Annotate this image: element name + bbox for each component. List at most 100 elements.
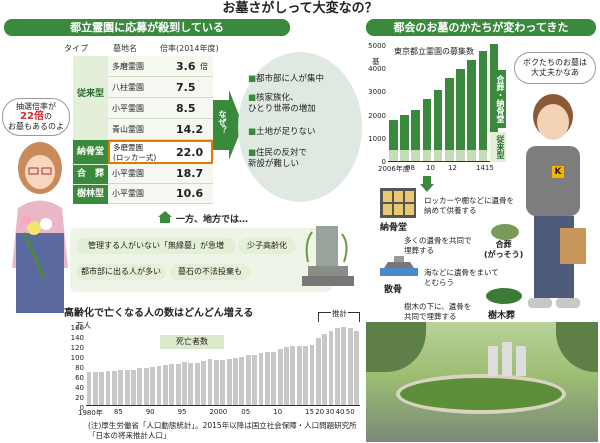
deaths-bar — [99, 372, 105, 405]
burial-type-desc: 多くの遺骨を共同で 埋葬する — [404, 236, 472, 255]
reason-item: ■土地が足りない — [248, 127, 316, 137]
cemetery-y-tick: 5000 — [368, 42, 386, 50]
cemetery-x-tick: 10 — [426, 164, 435, 172]
deaths-bar — [284, 346, 289, 405]
deaths-x-ticks: 1980年 85 90 95 2000 05 10 15 20 30 40 50 — [78, 408, 360, 418]
deaths-series-label: 死亡者数 — [160, 335, 224, 349]
deaths-x-tick: 85 — [113, 408, 123, 416]
table-row: 小平霊園 18.7 — [108, 164, 213, 184]
deaths-bar — [175, 364, 181, 405]
deaths-y-tick: 80 — [75, 364, 84, 372]
estimate-label: 推計 — [331, 308, 348, 319]
boat-icon — [380, 256, 418, 276]
cemetery-y-tick: 1000 — [368, 134, 386, 143]
deaths-bar — [188, 363, 194, 405]
cemetery-bar-conventional — [478, 149, 488, 161]
why-arrow-icon — [213, 90, 243, 160]
man-speech-bubble: ボクたちのお墓は 大丈夫かなあ — [514, 52, 596, 84]
regional-tag: 管理する人がいない「無縁墓」が急増 — [76, 238, 236, 254]
deaths-bar — [131, 370, 136, 405]
cemetery-bar-new-types — [400, 115, 409, 150]
regional-tag: 墓石の不法投棄も — [170, 264, 250, 280]
table-header-type: タイプ — [64, 44, 88, 53]
cemetery-y-ticks: 5000 4000 3000 2000 1000 0 — [364, 42, 386, 166]
regional-tag: 都市部に出る人が多い — [76, 264, 166, 280]
cemetery-bar-conventional — [422, 149, 432, 161]
woman-illustration-icon — [12, 142, 68, 313]
columbarium-icon — [380, 188, 416, 218]
cemetery-y-tick: 3000 — [368, 88, 386, 97]
deaths-x-tick: 10 — [273, 408, 283, 416]
burial-type-name: 合葬 (がっそう) — [484, 240, 524, 259]
deaths-x-tick: 05 — [241, 408, 251, 416]
deaths-bar — [92, 371, 98, 405]
deaths-bar — [264, 352, 270, 405]
deaths-bar — [105, 370, 111, 405]
burial-type-desc: 樹木の下に、遺骨を 共同で埋葬する — [404, 302, 472, 321]
regional-tag: 少子高齢化 — [238, 238, 296, 254]
table-header-cemetery: 墓地名 — [113, 44, 137, 53]
deaths-bar — [201, 361, 207, 405]
type-conventional: 従来型 — [76, 89, 104, 99]
cemetery-x-tick: 08 — [406, 164, 415, 172]
deaths-bar — [150, 366, 156, 405]
table-row: 多磨霊園 3.6 倍 — [108, 56, 213, 77]
house-icon — [158, 211, 172, 223]
deaths-y-tick: 120 — [70, 344, 84, 352]
deaths-bar — [162, 365, 168, 405]
deaths-bar — [111, 370, 117, 405]
deaths-bar — [315, 338, 321, 405]
cemetery-bar-new-types — [456, 69, 465, 150]
reason-item: ■核家族化、 ひとり世帯の増加 — [248, 93, 316, 114]
deaths-x-tick: 50 — [345, 408, 355, 416]
deaths-bar — [213, 360, 219, 405]
deaths-bar — [245, 354, 251, 405]
deaths-bar — [277, 349, 283, 405]
deaths-bar — [182, 362, 187, 405]
reason-item: ■都市部に人が集中 — [248, 74, 325, 84]
deaths-y-ticks: 160 140 120 100 80 60 40 20 0 — [62, 324, 84, 412]
deaths-bar — [309, 344, 315, 405]
deaths-bar — [271, 352, 277, 405]
stone-pillar — [488, 346, 498, 376]
cemetery-bar-new-types — [389, 119, 398, 150]
burial-type-name: 納骨堂 — [380, 223, 408, 233]
right-chart-y-unit: 基 — [372, 57, 380, 66]
deaths-y-tick: 40 — [75, 384, 84, 392]
cemetery-bar-new-types — [422, 98, 432, 150]
deaths-bar — [354, 330, 359, 405]
type-joint-burial: 合 葬 — [73, 165, 108, 184]
table-row: 八柱霊園 7.5 — [108, 77, 213, 98]
deaths-bar — [137, 368, 143, 405]
man-illustration-icon — [526, 94, 586, 308]
cemetery-bar-new-types — [411, 110, 421, 150]
cemetery-y-tick: 0 — [381, 158, 386, 166]
deaths-x-tick: 2000 — [209, 408, 228, 416]
why-label: なぜ？ — [218, 110, 227, 134]
stone-pillar — [516, 346, 526, 376]
cemetery-bar-new-types — [478, 50, 488, 150]
deaths-bar — [258, 353, 264, 405]
cemetery-bar-conventional — [411, 149, 421, 161]
cemetery-x-tick: 12 — [448, 164, 457, 172]
gravestone-icon — [302, 226, 354, 286]
deaths-y-tick: 20 — [75, 394, 84, 402]
deaths-x-tick: 30 — [325, 408, 335, 416]
deaths-y-unit: 万人 — [76, 321, 91, 330]
deaths-bar — [303, 345, 308, 405]
burial-type-desc: ロッカーや棚などに遺骨を 納めて供養する — [424, 196, 514, 215]
tree-foliage — [556, 322, 598, 372]
deaths-y-tick: 60 — [75, 374, 84, 382]
deaths-x-tick: 40 — [335, 408, 345, 416]
deaths-bar — [86, 371, 92, 405]
tree-burial-mound — [396, 374, 566, 414]
regional-heading: 一方、地方では… — [176, 215, 249, 225]
deaths-y-tick: 160 — [70, 324, 84, 332]
cemetery-bar-conventional — [467, 149, 477, 161]
deaths-bar — [226, 359, 232, 405]
shirt-letter: K — [552, 166, 564, 178]
cemetery-bar-new-types — [467, 59, 477, 150]
cemetery-bar-conventional — [400, 149, 409, 161]
table-row: 小平霊園 10.6 — [108, 184, 213, 204]
deaths-x-tick: 15 — [305, 408, 314, 416]
